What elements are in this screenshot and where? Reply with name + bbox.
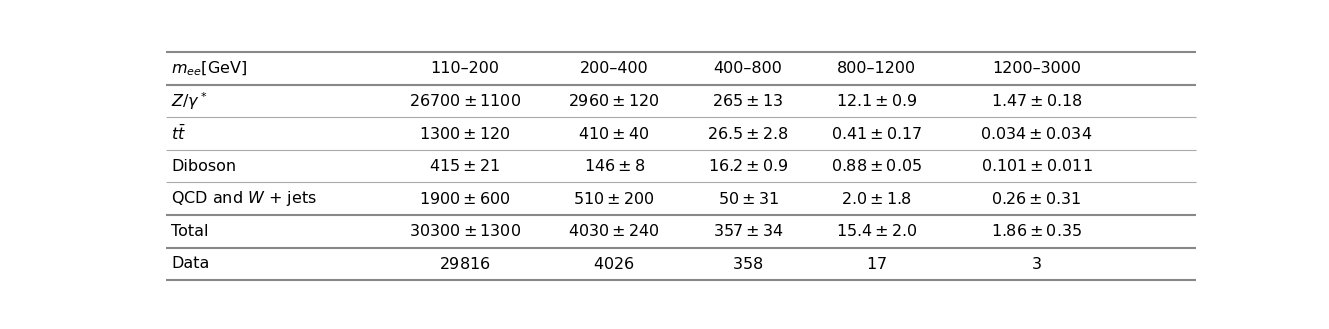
Text: Diboson: Diboson xyxy=(171,159,237,174)
Text: Data: Data xyxy=(171,256,210,271)
Text: $1.47 \pm 0.18$: $1.47 \pm 0.18$ xyxy=(990,93,1082,109)
Text: $357 \pm 34$: $357 \pm 34$ xyxy=(712,223,783,239)
Text: $1.86 \pm 0.35$: $1.86 \pm 0.35$ xyxy=(991,223,1082,239)
Text: $146 \pm 8$: $146 \pm 8$ xyxy=(583,158,645,174)
Text: $26700 \pm 1100$: $26700 \pm 1100$ xyxy=(409,93,521,109)
Text: $12.1 \pm 0.9$: $12.1 \pm 0.9$ xyxy=(836,93,917,109)
Text: $0.41 \pm 0.17$: $0.41 \pm 0.17$ xyxy=(831,126,922,141)
Text: 400–800: 400–800 xyxy=(714,61,783,76)
Text: $16.2 \pm 0.9$: $16.2 \pm 0.9$ xyxy=(708,158,788,174)
Text: $t\bar{t}$: $t\bar{t}$ xyxy=(171,124,186,143)
Text: 800–1200: 800–1200 xyxy=(837,61,917,76)
Text: $29816$: $29816$ xyxy=(439,256,490,272)
Text: $415 \pm 21$: $415 \pm 21$ xyxy=(429,158,501,174)
Text: $1900 \pm 600$: $1900 \pm 600$ xyxy=(419,191,510,207)
Text: $15.4 \pm 2.0$: $15.4 \pm 2.0$ xyxy=(836,223,917,239)
Text: $2.0 \pm 1.8$: $2.0 \pm 1.8$ xyxy=(841,191,913,207)
Text: $17$: $17$ xyxy=(867,256,888,272)
Text: $0.101 \pm 0.011$: $0.101 \pm 0.011$ xyxy=(981,158,1092,174)
Text: $4026$: $4026$ xyxy=(593,256,635,272)
Text: $30300 \pm 1300$: $30300 \pm 1300$ xyxy=(409,223,521,239)
Text: $0.26 \pm 0.31$: $0.26 \pm 0.31$ xyxy=(991,191,1082,207)
Text: $4030 \pm 240$: $4030 \pm 240$ xyxy=(569,223,661,239)
Text: $410 \pm 40$: $410 \pm 40$ xyxy=(578,126,650,141)
Text: QCD and $W$ + jets: QCD and $W$ + jets xyxy=(171,189,318,208)
Text: 200–400: 200–400 xyxy=(579,61,649,76)
Text: $m_{ee}$[GeV]: $m_{ee}$[GeV] xyxy=(171,59,247,78)
Text: $0.88 \pm 0.05$: $0.88 \pm 0.05$ xyxy=(831,158,922,174)
Text: 1200–3000: 1200–3000 xyxy=(991,61,1080,76)
Text: $Z/\gamma^*$: $Z/\gamma^*$ xyxy=(171,90,207,112)
Text: $0.034 \pm 0.034$: $0.034 \pm 0.034$ xyxy=(981,126,1092,141)
Text: $265 \pm 13$: $265 \pm 13$ xyxy=(712,93,784,109)
Text: Total: Total xyxy=(171,224,209,239)
Text: $510 \pm 200$: $510 \pm 200$ xyxy=(573,191,655,207)
Text: $2960 \pm 120$: $2960 \pm 120$ xyxy=(569,93,661,109)
Text: $3$: $3$ xyxy=(1031,256,1042,272)
Text: $1300 \pm 120$: $1300 \pm 120$ xyxy=(419,126,510,141)
Text: 110–200: 110–200 xyxy=(431,61,500,76)
Text: $358$: $358$ xyxy=(732,256,764,272)
Text: $50 \pm 31$: $50 \pm 31$ xyxy=(718,191,779,207)
Text: $26.5 \pm 2.8$: $26.5 \pm 2.8$ xyxy=(707,126,788,141)
